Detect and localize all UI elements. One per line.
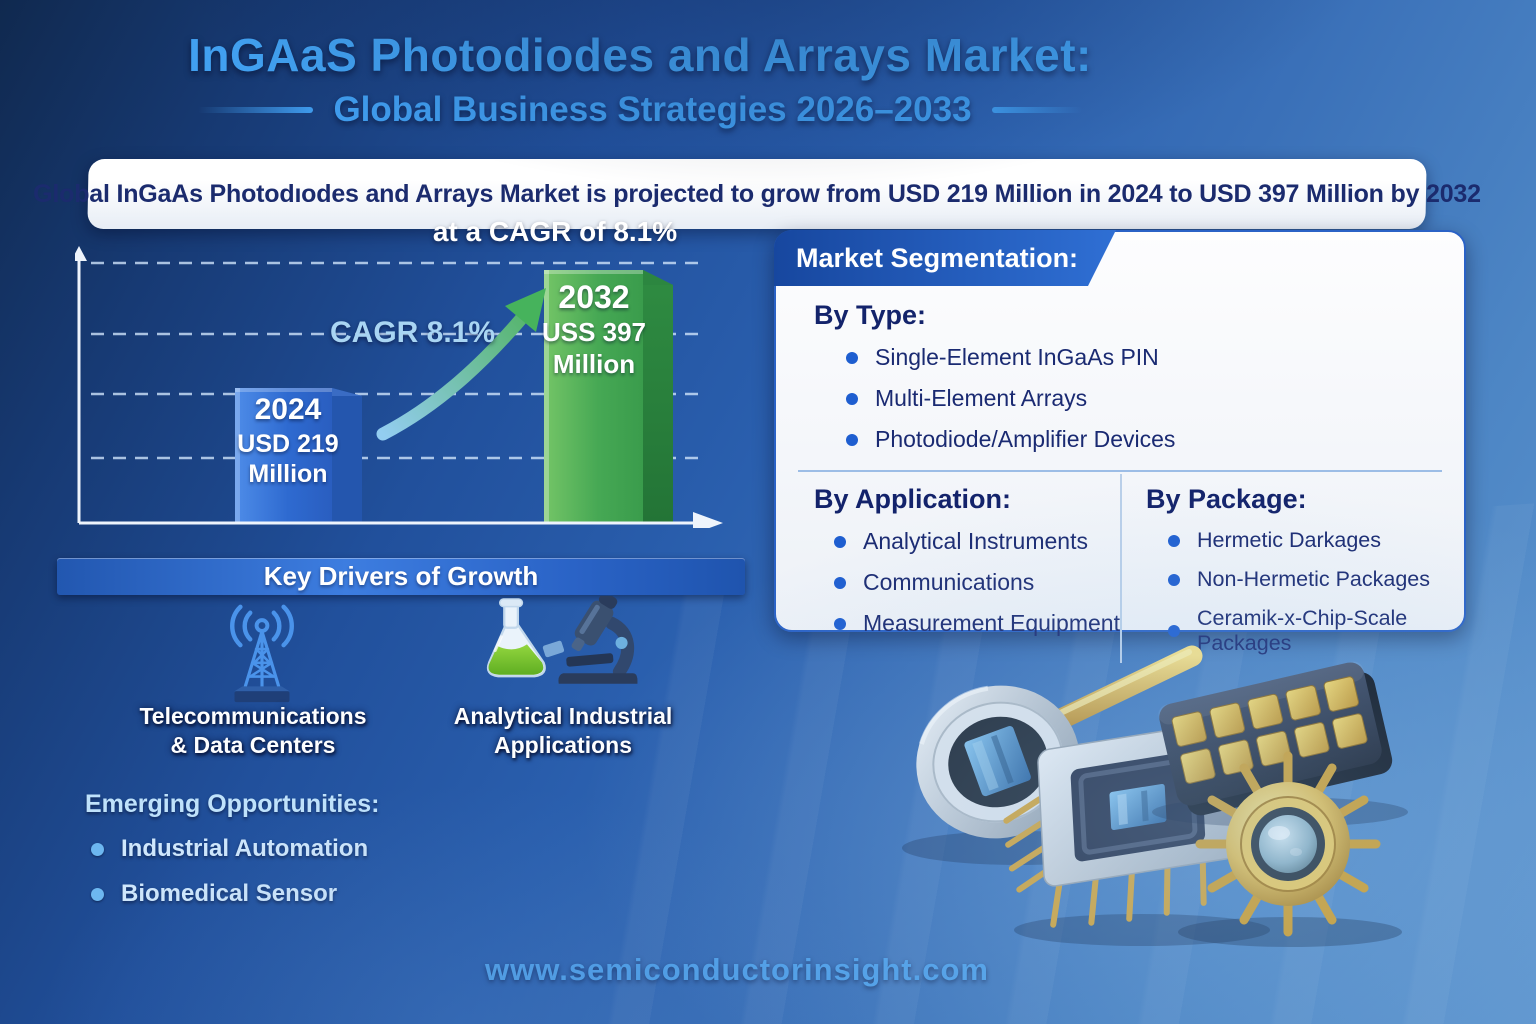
bar-label-2032: 2032 USS 397 Million <box>534 278 654 380</box>
title-block: InGAaS Photodiodes and Arrays Market: Gl… <box>100 28 1180 130</box>
list-item: Industrial Automation <box>91 835 379 863</box>
banner-segment-bold: Million <box>1305 179 1384 208</box>
bar-unit-2032: Million <box>552 348 636 379</box>
emerging-header: Emerging Opportunities: <box>85 790 380 818</box>
emerging-opportunities-section: Emerging Opportunities: Industrial Autom… <box>85 790 379 925</box>
bullet-icon <box>91 887 104 901</box>
by-application-title: By Application: <box>814 484 1012 514</box>
bar-unit-2024: Million <box>248 460 328 489</box>
bullet-icon <box>834 617 846 630</box>
list-item: Communications <box>834 562 1120 603</box>
photodiode-components-artwork <box>902 645 1408 947</box>
bar-value-2024: USD 219 <box>237 429 339 458</box>
list-item: Hermetic Darkages <box>1168 521 1446 560</box>
telecom-tower-icon <box>230 604 294 703</box>
x-axis-arrowhead <box>693 512 723 528</box>
driver-label-telecom: Telecommunications & Data Centers <box>128 702 378 760</box>
panel-divider <box>798 470 1442 472</box>
segment-item-label: Communications <box>863 569 1035 595</box>
banner-segment: in 2024 to USD 397 <box>1072 179 1306 208</box>
by-type-list: Single-Element InGaAs PIN Multi-Element … <box>794 337 1446 460</box>
panel-header: Market Segmentation: <box>774 230 1116 286</box>
key-drivers-header: Key Drivers of Growth <box>57 558 745 595</box>
website-link[interactable]: www.semiconductorinsight.com <box>485 952 989 987</box>
by-package-column: By Package: Hermetic Darkages Non-Hermet… <box>1120 474 1446 663</box>
bullet-icon <box>1168 534 1180 547</box>
segment-item-label: Analytical Instruments <box>863 528 1088 554</box>
emerging-item-label: Industrial Automation <box>121 835 369 862</box>
bullet-icon <box>846 433 858 446</box>
bar-2024 <box>235 388 362 523</box>
banner-segment-bold: Million <box>994 179 1073 208</box>
segment-item-label: Photodiode/Amplifier Devices <box>875 426 1176 452</box>
list-item: Analytical Instruments <box>834 521 1120 562</box>
list-item: Biomedical Sensor <box>91 880 379 908</box>
photodiode-array-package-image <box>1152 661 1408 827</box>
by-type-title: By Type: <box>814 300 927 330</box>
bar-2032 <box>544 270 673 523</box>
by-package-title: By Package: <box>1146 484 1307 514</box>
list-item: Single-Element InGaAs PIN <box>846 337 1446 378</box>
y-axis-arrowhead <box>75 246 87 261</box>
subtitle-dash-right <box>991 107 1082 113</box>
list-item: Photodiode/Amplifier Devices <box>846 419 1446 460</box>
bullet-icon <box>834 576 846 589</box>
market-segmentation-panel: Market Segmentation: By Type: Single-Ele… <box>774 230 1466 663</box>
bar-year-2032: 2032 <box>558 279 630 315</box>
segment-item-label: Hermetic Darkages <box>1197 528 1381 552</box>
driver-label-line: Analytical Industrial <box>453 703 673 729</box>
cagr-annotation: CAGR 8.1% <box>330 316 496 349</box>
bullet-icon <box>846 392 858 405</box>
list-item: Ceramik-x-Chip-Scale Packages <box>1168 599 1446 663</box>
growth-arrow-icon <box>376 288 546 441</box>
segment-item-label: Measurement Equipment <box>863 610 1120 636</box>
driver-label-analytical: Analytical Industrial Applications <box>438 702 688 760</box>
chart-axes <box>77 258 693 525</box>
segment-item-label: Ceramik-x-Chip-Scale Packages <box>1197 606 1408 655</box>
flask-microscope-icon <box>486 596 638 684</box>
by-application-column: By Application: Analytical Instruments C… <box>794 474 1120 663</box>
cagr-subtext: at a CAGR of 8.1% <box>432 216 678 247</box>
bar-year-2024: 2024 <box>254 393 322 426</box>
bullet-icon <box>1168 625 1180 637</box>
panel-body: By Type: Single-Element InGaAs PIN Multi… <box>776 290 1464 663</box>
list-item: Non-Hermetic Packages <box>1168 560 1446 599</box>
banner-text: Global InGaAs Photodıodes and Arrays Mar… <box>33 180 1481 208</box>
page-title: InGAaS Photodiodes and Arrays Market: <box>188 29 1092 81</box>
bullet-icon <box>91 842 104 856</box>
list-item: Measurement Equipment <box>834 603 1120 644</box>
driver-label-line: Applications <box>493 731 632 758</box>
bullet-icon <box>834 535 846 548</box>
bar-value-2032: USS 397 <box>541 317 647 348</box>
segment-item-label: Single-Element InGaAs PIN <box>875 344 1159 370</box>
bullet-icon <box>846 351 858 364</box>
page-subtitle: Global Business Strategies 2026–2033 <box>333 90 972 129</box>
subtitle-dash-left <box>198 107 314 113</box>
microscope-shape <box>558 596 638 684</box>
banner-segment: Global InGaAs Photodıodes and Arrays Mar… <box>33 179 995 208</box>
flask-shape <box>486 598 546 678</box>
segment-item-label: Multi-Element Arrays <box>875 385 1088 411</box>
by-package-list: Hermetic Darkages Non-Hermetic Packages … <box>1138 521 1446 663</box>
banner-segment: by 2032 <box>1383 179 1481 208</box>
driver-label-line: Telecommunications <box>139 703 367 729</box>
dip-photodiode-package-image <box>1003 721 1270 946</box>
slide-shape <box>542 640 565 658</box>
gold-to-can-photodiode-image <box>1178 751 1402 947</box>
segment-item-label: Non-Hermetic Packages <box>1197 567 1431 591</box>
bar-label-2024: 2024 USD 219 Million <box>228 392 348 490</box>
emerging-item-label: Biomedical Sensor <box>121 880 338 907</box>
market-projection-banner: Global InGaAs Photodıodes and Arrays Mar… <box>33 159 1481 229</box>
list-item: Multi-Element Arrays <box>846 378 1446 419</box>
by-application-list: Analytical Instruments Communications Me… <box>794 521 1120 644</box>
driver-label-line: & Data Centers <box>170 731 336 758</box>
market-growth-bar-chart <box>75 246 723 528</box>
bullet-icon <box>1168 573 1180 586</box>
